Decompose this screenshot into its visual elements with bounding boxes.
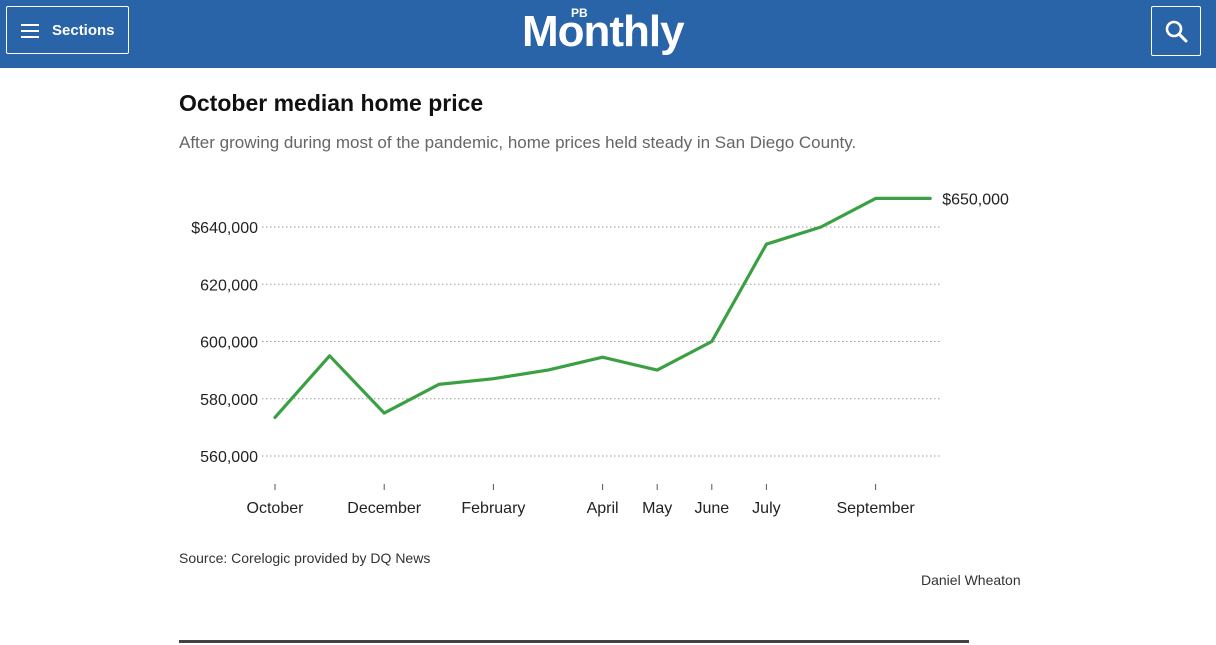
series-line bbox=[273, 196, 932, 419]
end-value-label: $650,000 bbox=[942, 191, 1009, 208]
chart-title: October median home price bbox=[179, 90, 484, 116]
x-tick-label: February bbox=[461, 500, 525, 517]
x-tick-label: July bbox=[752, 500, 780, 517]
byline: Daniel Wheaton bbox=[921, 572, 1021, 588]
x-tick-label: October bbox=[247, 500, 305, 517]
logo-superscript: PB bbox=[571, 6, 588, 20]
sections-label: Sections bbox=[52, 22, 115, 39]
site-header: Sections Monthly PB bbox=[0, 0, 1216, 68]
y-tick-label: 600,000 bbox=[200, 335, 258, 352]
x-tick-label: April bbox=[587, 500, 619, 517]
search-icon bbox=[1165, 20, 1188, 43]
x-tick-label: September bbox=[836, 500, 915, 517]
x-tick-label: June bbox=[694, 500, 729, 517]
sections-menu-button[interactable]: Sections bbox=[6, 6, 129, 54]
x-tick-label: December bbox=[347, 500, 421, 517]
y-tick-label: 620,000 bbox=[200, 277, 258, 294]
site-logo[interactable]: Monthly PB bbox=[522, 4, 712, 62]
logo-text: Monthly bbox=[522, 7, 685, 56]
y-tick-label: 560,000 bbox=[200, 449, 258, 466]
y-tick-label: $640,000 bbox=[191, 220, 258, 237]
article-text-cutoff bbox=[179, 630, 979, 645]
hamburger-icon bbox=[21, 24, 39, 38]
y-tick-label: 580,000 bbox=[200, 392, 258, 409]
source-note: Source: Corelogic provided by DQ News bbox=[179, 550, 431, 566]
chart-subtitle: After growing during most of the pandemi… bbox=[179, 133, 857, 152]
x-tick-label: May bbox=[642, 500, 672, 517]
search-button[interactable] bbox=[1151, 6, 1201, 56]
